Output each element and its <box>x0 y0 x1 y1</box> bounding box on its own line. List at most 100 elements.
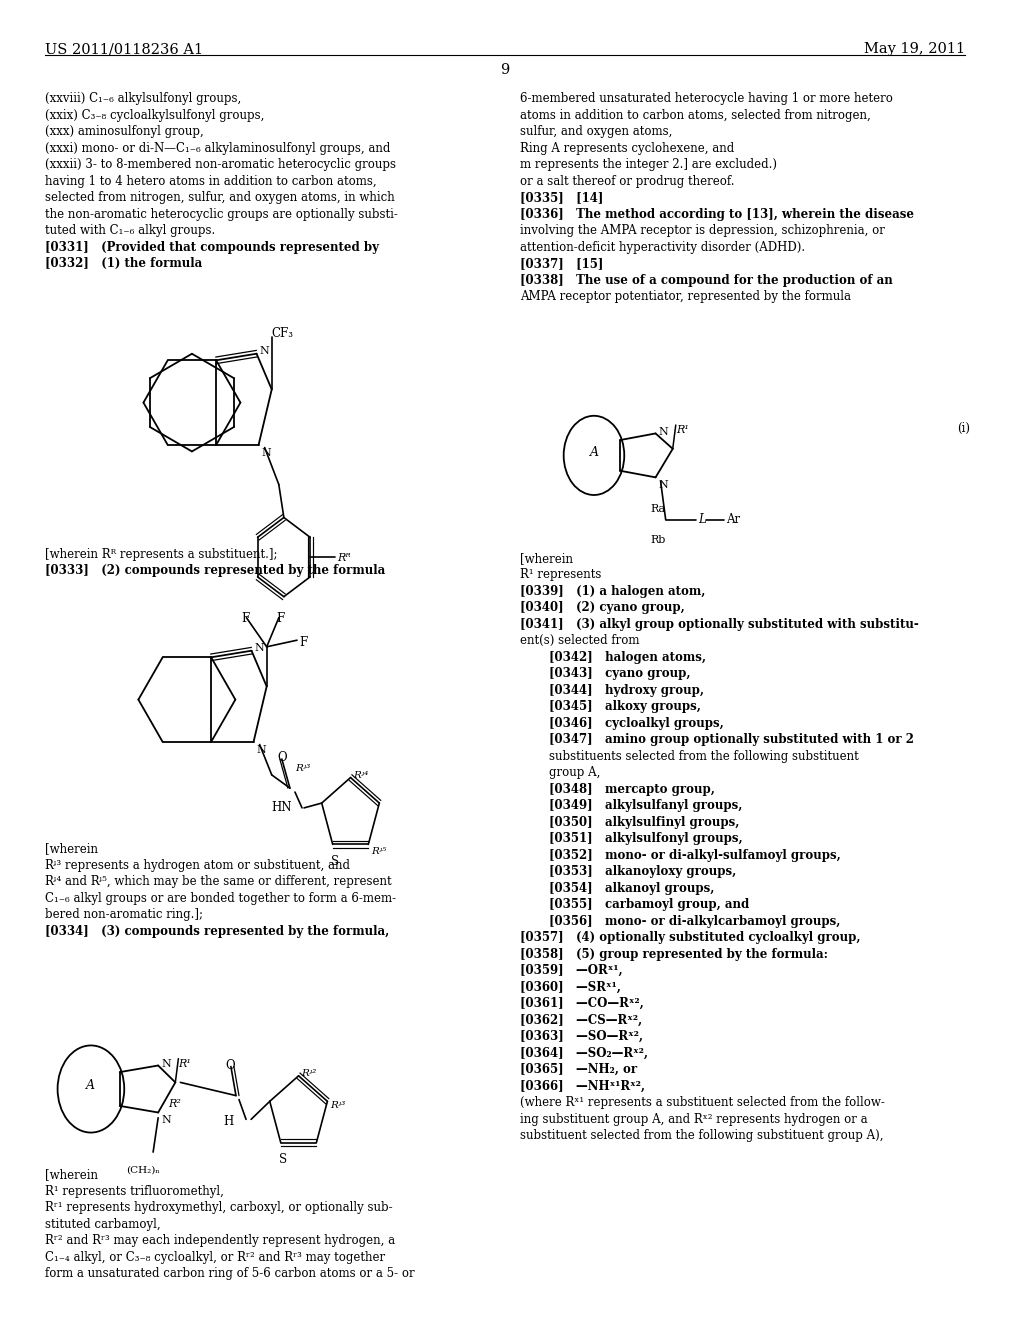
Text: tuted with C₁₋₆ alkyl groups.: tuted with C₁₋₆ alkyl groups. <box>45 224 216 238</box>
Text: Ring A represents cyclohexene, and: Ring A represents cyclohexene, and <box>520 141 734 154</box>
Text: [wherein: [wherein <box>45 1168 98 1181</box>
Text: [wherein: [wherein <box>45 842 98 855</box>
Text: Rʳ² and Rʳ³ may each independently represent hydrogen, a: Rʳ² and Rʳ³ may each independently repre… <box>45 1234 395 1247</box>
Text: [0348]   mercapto group,: [0348] mercapto group, <box>549 783 715 796</box>
Text: AMPA receptor potentiator, represented by the formula: AMPA receptor potentiator, represented b… <box>520 290 851 304</box>
Text: [0334]   (3) compounds represented by the formula,: [0334] (3) compounds represented by the … <box>45 925 390 937</box>
Text: C₁₋₆ alkyl groups or are bonded together to form a 6-mem-: C₁₋₆ alkyl groups or are bonded together… <box>45 892 396 904</box>
Text: O: O <box>278 751 288 764</box>
Text: or a salt thereof or prodrug thereof.: or a salt thereof or prodrug thereof. <box>520 174 735 187</box>
Text: m represents the integer 2.] are excluded.): m represents the integer 2.] are exclude… <box>520 158 777 172</box>
Text: substituents selected from the following substituent: substituents selected from the following… <box>549 750 858 763</box>
Text: [0347]   amino group optionally substituted with 1 or 2: [0347] amino group optionally substitute… <box>549 733 913 746</box>
Text: C₁₋₄ alkyl, or C₃₋₈ cycloalkyl, or Rʳ² and Rʳ³ may together: C₁₋₄ alkyl, or C₃₋₈ cycloalkyl, or Rʳ² a… <box>45 1251 386 1263</box>
Text: N: N <box>658 426 669 437</box>
Text: sulfur, and oxygen atoms,: sulfur, and oxygen atoms, <box>520 125 673 139</box>
Text: [0362]   —CS—Rˣ²,: [0362] —CS—Rˣ², <box>520 1014 642 1027</box>
Text: US 2011/0118236 A1: US 2011/0118236 A1 <box>45 42 204 57</box>
Text: bered non-aromatic ring.];: bered non-aromatic ring.]; <box>45 908 204 921</box>
Text: attention-deficit hyperactivity disorder (ADHD).: attention-deficit hyperactivity disorder… <box>520 240 805 253</box>
Text: R¹: R¹ <box>676 425 689 436</box>
Text: 9: 9 <box>501 63 510 78</box>
Text: N: N <box>255 643 264 653</box>
Text: [0351]   alkylsulfonyl groups,: [0351] alkylsulfonyl groups, <box>549 832 742 845</box>
Text: [wherein Rᴿ represents a substituent.];: [wherein Rᴿ represents a substituent.]; <box>45 548 278 561</box>
Text: May 19, 2011: May 19, 2011 <box>863 42 965 57</box>
Text: Rb: Rb <box>650 536 666 545</box>
Text: N: N <box>261 447 271 458</box>
Text: [0335]   [14]: [0335] [14] <box>520 191 603 205</box>
Text: the non-aromatic heterocyclic groups are optionally substi-: the non-aromatic heterocyclic groups are… <box>45 207 398 220</box>
Text: group A,: group A, <box>549 766 600 779</box>
Text: selected from nitrogen, sulfur, and oxygen atoms, in which: selected from nitrogen, sulfur, and oxyg… <box>45 191 395 205</box>
Text: [wherein: [wherein <box>520 552 573 565</box>
Text: [0365]   —NH₂, or: [0365] —NH₂, or <box>520 1064 637 1076</box>
Text: (i): (i) <box>956 422 970 436</box>
Text: O: O <box>226 1059 236 1072</box>
Text: Rᶡ⁴ and Rᶡ⁵, which may be the same or different, represent: Rᶡ⁴ and Rᶡ⁵, which may be the same or di… <box>45 875 392 888</box>
Text: 6-membered unsaturated heterocycle having 1 or more hetero: 6-membered unsaturated heterocycle havin… <box>520 92 893 106</box>
Text: (where Rˣ¹ represents a substituent selected from the follow-: (where Rˣ¹ represents a substituent sele… <box>520 1096 885 1109</box>
Text: [0364]   —SO₂—Rˣ²,: [0364] —SO₂—Rˣ², <box>520 1047 648 1060</box>
Text: (xxx) aminosulfonyl group,: (xxx) aminosulfonyl group, <box>45 125 204 139</box>
Text: R¹ represents: R¹ represents <box>520 568 602 581</box>
Text: (xxxii) 3- to 8-membered non-aromatic heterocyclic groups: (xxxii) 3- to 8-membered non-aromatic he… <box>45 158 396 172</box>
Text: A: A <box>590 446 598 459</box>
Text: [0354]   alkanoyl groups,: [0354] alkanoyl groups, <box>549 882 714 895</box>
Text: [0346]   cycloalkyl groups,: [0346] cycloalkyl groups, <box>549 717 723 730</box>
Text: [0357]   (4) optionally substituted cycloalkyl group,: [0357] (4) optionally substituted cycloa… <box>520 932 861 944</box>
Text: [0366]   —NHˣ¹Rˣ²,: [0366] —NHˣ¹Rˣ², <box>520 1080 645 1093</box>
Text: Rᴿ: Rᴿ <box>337 553 351 564</box>
Text: Rᶡ³ represents a hydrogen atom or substituent, and: Rᶡ³ represents a hydrogen atom or substi… <box>45 859 350 871</box>
Text: (CH₂)ₙ: (CH₂)ₙ <box>126 1166 160 1175</box>
Text: Rʳ¹ represents hydroxymethyl, carboxyl, or optionally sub-: Rʳ¹ represents hydroxymethyl, carboxyl, … <box>45 1201 393 1214</box>
Text: form a unsaturated carbon ring of 5-6 carbon atoms or a 5- or: form a unsaturated carbon ring of 5-6 ca… <box>45 1267 415 1280</box>
Text: (xxviii) C₁₋₆ alkylsulfonyl groups,: (xxviii) C₁₋₆ alkylsulfonyl groups, <box>45 92 242 106</box>
Text: ent(s) selected from: ent(s) selected from <box>520 634 640 647</box>
Text: N: N <box>161 1059 171 1069</box>
Text: [0349]   alkylsulfanyl groups,: [0349] alkylsulfanyl groups, <box>549 799 741 812</box>
Text: [0336]   The method according to [13], wherein the disease: [0336] The method according to [13], whe… <box>520 207 914 220</box>
Text: (xxxi) mono- or di-N—C₁₋₆ alkylaminosulfonyl groups, and: (xxxi) mono- or di-N—C₁₋₆ alkylaminosulf… <box>45 141 391 154</box>
Text: [0333]   (2) compounds represented by the formula: [0333] (2) compounds represented by the … <box>45 565 386 577</box>
Text: [0332]   (1) the formula: [0332] (1) the formula <box>45 257 203 271</box>
Text: N: N <box>257 744 266 755</box>
Text: [0358]   (5) group represented by the formula:: [0358] (5) group represented by the form… <box>520 948 828 961</box>
Text: [0343]   cyano group,: [0343] cyano group, <box>549 667 690 680</box>
Text: N: N <box>161 1115 171 1125</box>
Text: L: L <box>698 513 706 525</box>
Text: [0363]   —SO—Rˣ²,: [0363] —SO—Rˣ², <box>520 1030 643 1043</box>
Text: stituted carbamoyl,: stituted carbamoyl, <box>45 1217 161 1230</box>
Text: F: F <box>299 636 307 649</box>
Text: Ra: Ra <box>650 504 666 513</box>
Text: CF₃: CF₃ <box>271 327 294 341</box>
Text: Ar: Ar <box>726 513 740 525</box>
Text: Rᶡ²: Rᶡ² <box>302 1069 316 1078</box>
Text: [0342]   halogen atoms,: [0342] halogen atoms, <box>549 651 706 664</box>
Text: H: H <box>224 1115 234 1129</box>
Text: [0353]   alkanoyloxy groups,: [0353] alkanoyloxy groups, <box>549 866 736 878</box>
Text: N: N <box>260 346 269 356</box>
Text: [0356]   mono- or di-alkylcarbamoyl groups,: [0356] mono- or di-alkylcarbamoyl groups… <box>549 915 840 928</box>
Text: [0355]   carbamoyl group, and: [0355] carbamoyl group, and <box>549 898 749 911</box>
Text: having 1 to 4 hetero atoms in addition to carbon atoms,: having 1 to 4 hetero atoms in addition t… <box>45 174 377 187</box>
Text: R²: R² <box>168 1100 181 1109</box>
Text: [0345]   alkoxy groups,: [0345] alkoxy groups, <box>549 700 700 713</box>
Text: [0337]   [15]: [0337] [15] <box>520 257 603 271</box>
Text: [0331]   (Provided that compounds represented by: [0331] (Provided that compounds represen… <box>45 240 380 253</box>
Text: [0361]   —CO—Rˣ²,: [0361] —CO—Rˣ², <box>520 998 644 1010</box>
Text: [0350]   alkylsulfinyl groups,: [0350] alkylsulfinyl groups, <box>549 816 739 829</box>
Text: [0341]   (3) alkyl group optionally substituted with substitu-: [0341] (3) alkyl group optionally substi… <box>520 618 919 631</box>
Text: [0344]   hydroxy group,: [0344] hydroxy group, <box>549 684 703 697</box>
Text: [0359]   —ORˣ¹,: [0359] —ORˣ¹, <box>520 964 623 977</box>
Text: atoms in addition to carbon atoms, selected from nitrogen,: atoms in addition to carbon atoms, selec… <box>520 108 871 121</box>
Text: ing substituent group A, and Rˣ² represents hydrogen or a: ing substituent group A, and Rˣ² represe… <box>520 1113 868 1126</box>
Text: R¹: R¹ <box>178 1059 191 1069</box>
Text: substituent selected from the following substituent group A),: substituent selected from the following … <box>520 1130 884 1142</box>
Text: R¹ represents trifluoromethyl,: R¹ represents trifluoromethyl, <box>45 1185 224 1197</box>
Text: [0340]   (2) cyano group,: [0340] (2) cyano group, <box>520 601 685 614</box>
Text: involving the AMPA receptor is depression, schizophrenia, or: involving the AMPA receptor is depressio… <box>520 224 885 238</box>
Text: S: S <box>331 855 339 869</box>
Text: N: N <box>658 480 669 490</box>
Text: Rᶡ³: Rᶡ³ <box>295 764 310 774</box>
